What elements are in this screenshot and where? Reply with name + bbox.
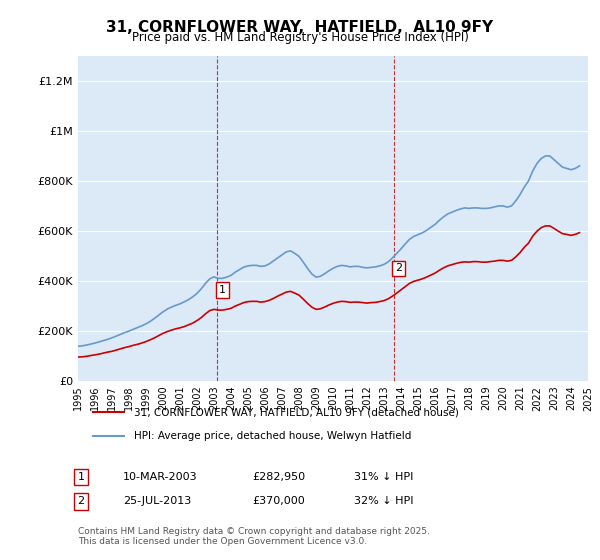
Text: 1: 1 bbox=[77, 472, 85, 482]
Text: 31% ↓ HPI: 31% ↓ HPI bbox=[354, 472, 413, 482]
Text: 31, CORNFLOWER WAY, HATFIELD, AL10 9FY (detached house): 31, CORNFLOWER WAY, HATFIELD, AL10 9FY (… bbox=[134, 408, 459, 418]
Text: 25-JUL-2013: 25-JUL-2013 bbox=[123, 496, 191, 506]
Text: Price paid vs. HM Land Registry's House Price Index (HPI): Price paid vs. HM Land Registry's House … bbox=[131, 31, 469, 44]
Text: £370,000: £370,000 bbox=[252, 496, 305, 506]
Text: 10-MAR-2003: 10-MAR-2003 bbox=[123, 472, 197, 482]
Text: 2: 2 bbox=[77, 496, 85, 506]
Text: £282,950: £282,950 bbox=[252, 472, 305, 482]
Text: 32% ↓ HPI: 32% ↓ HPI bbox=[354, 496, 413, 506]
Text: HPI: Average price, detached house, Welwyn Hatfield: HPI: Average price, detached house, Welw… bbox=[134, 431, 412, 441]
Text: Contains HM Land Registry data © Crown copyright and database right 2025.
This d: Contains HM Land Registry data © Crown c… bbox=[78, 526, 430, 546]
Text: 2: 2 bbox=[395, 263, 402, 273]
Text: 1: 1 bbox=[219, 285, 226, 295]
Text: 31, CORNFLOWER WAY,  HATFIELD,  AL10 9FY: 31, CORNFLOWER WAY, HATFIELD, AL10 9FY bbox=[106, 20, 494, 35]
